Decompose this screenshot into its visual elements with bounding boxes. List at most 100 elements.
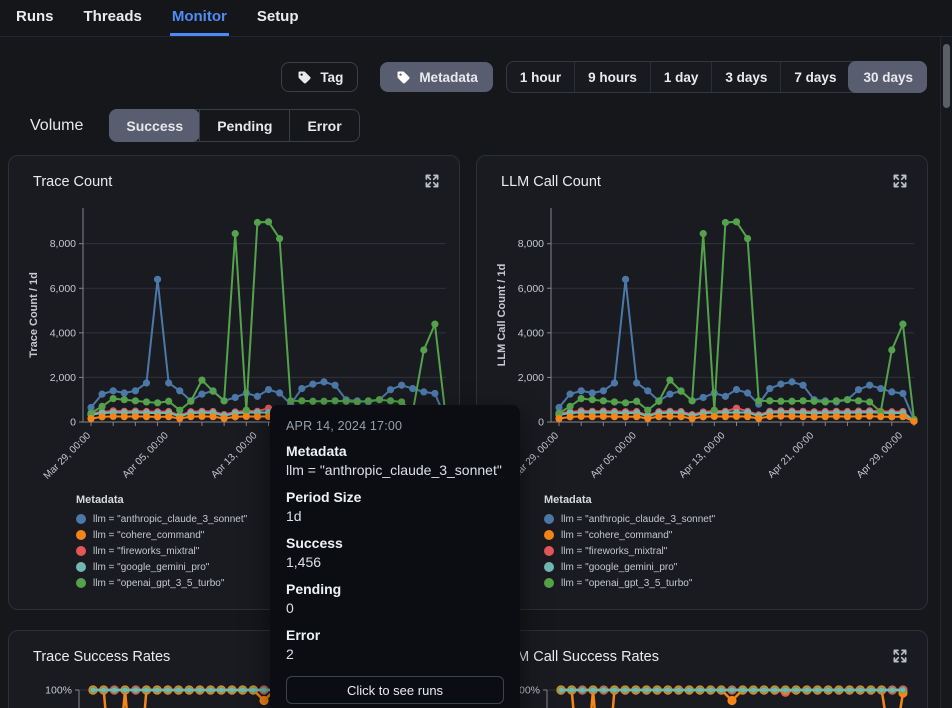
legend-item: llm = "anthropic_claude_3_sonnet" [544, 511, 715, 527]
series-dot [544, 562, 554, 572]
legend-label: llm = "google_gemini_pro" [561, 561, 678, 573]
tab-setup[interactable]: Setup [256, 8, 299, 25]
tag-icon [296, 69, 312, 85]
series-dot [544, 530, 554, 540]
llm-call-count-card: LLM Call Count 0 2,000 4,000 6,000 8,000 Mar … [476, 155, 928, 610]
tooltip-section-label: Pending [286, 581, 342, 597]
time-range-9-hours[interactable]: 9 hours [574, 62, 650, 92]
time-range-1-hour[interactable]: 1 hour [519, 69, 562, 85]
svg-text:Apr 21, 00:00: Apr 21, 00:00 [766, 430, 817, 481]
chart-legend: Metadata llm = "anthropic_claude_3_sonne… [544, 494, 715, 591]
tag-filter-label: Tag [320, 69, 344, 85]
svg-text:8,000: 8,000 [518, 238, 544, 250]
svg-text:Apr 13, 00:00: Apr 13, 00:00 [209, 430, 260, 481]
metadata-tag-icon [395, 69, 411, 85]
scrollbar-thumb[interactable] [943, 44, 950, 108]
llm-call-success-rates-title: LLM Call Success Rates [501, 649, 659, 665]
tooltip-section: Metadata llm = "anthropic_claude_3_sonne… [286, 442, 504, 480]
legend-label: llm = "cohere_command" [561, 529, 673, 541]
legend-item: llm = "cohere_command" [544, 527, 715, 543]
expand-icon [893, 649, 907, 663]
tab-monitor[interactable]: Monitor [169, 0, 229, 36]
tooltip-date: APR 14, 2024 17:00 [286, 419, 403, 433]
top-navbar: Runs Threads Monitor Setup [0, 0, 952, 37]
see-runs-button[interactable]: Click to see runs [286, 676, 504, 704]
volume-status-segmented-control: Success Pending Error [109, 109, 360, 142]
legend-item: llm = "anthropic_claude_3_sonnet" [76, 511, 247, 527]
time-range-3-days[interactable]: 3 days [711, 62, 780, 92]
segment-error[interactable]: Error [289, 110, 358, 141]
tooltip-section: Error 2 [286, 626, 504, 664]
svg-text:Apr 29, 00:00: Apr 29, 00:00 [855, 430, 906, 481]
svg-text:Trace Count / 1d: Trace Count / 1d [28, 272, 40, 358]
segment-success[interactable]: Success [109, 109, 201, 142]
legend-label: llm = "openai_gpt_3_5_turbo" [93, 577, 225, 589]
filter-row: Tag Metadata 1 hour 9 hours 1 day 3 days… [281, 61, 927, 93]
metadata-filter-label: Metadata [419, 69, 478, 85]
legend-item: llm = "fireworks_mixtral" [76, 543, 247, 559]
legend-title: Metadata [76, 494, 124, 506]
llm-call-success-rates-card: LLM Call Success Rates 100% [476, 630, 928, 708]
tooltip-section-value: llm = "anthropic_claude_3_sonnet" [286, 462, 502, 478]
segment-pending[interactable]: Pending [199, 110, 289, 141]
legend-item: llm = "openai_gpt_3_5_turbo" [544, 575, 715, 591]
volume-section-label: Volume [30, 116, 84, 134]
expand-button[interactable] [891, 172, 909, 190]
legend-label: llm = "fireworks_mixtral" [561, 545, 668, 557]
tooltip-section-value: 0 [286, 600, 294, 616]
chart-legend: Metadata llm = "anthropic_claude_3_sonne… [76, 494, 247, 591]
svg-text:100%: 100% [45, 685, 72, 697]
tab-runs[interactable]: Runs [16, 8, 54, 25]
legend-item: llm = "google_gemini_pro" [544, 559, 715, 575]
svg-text:2,000: 2,000 [518, 372, 544, 384]
tag-filter-button[interactable]: Tag [281, 62, 359, 92]
tooltip-section-value: 1,456 [286, 554, 322, 570]
svg-text:LLM Call Count / 1d: LLM Call Count / 1d [496, 264, 508, 367]
time-range-7-days[interactable]: 7 days [780, 62, 849, 92]
svg-text:Apr 13, 00:00: Apr 13, 00:00 [677, 430, 728, 481]
trace-success-rates-title: Trace Success Rates [33, 649, 171, 665]
legend-label: llm = "google_gemini_pro" [93, 561, 210, 573]
series-dot [544, 514, 554, 524]
legend-label: llm = "anthropic_claude_3_sonnet" [93, 513, 248, 525]
expand-icon [425, 174, 439, 188]
trace-count-card: Trace Count 0 2,000 4,000 6,000 8,000 Mar 29,… [8, 155, 460, 610]
legend-label: llm = "fireworks_mixtral" [93, 545, 200, 557]
time-range-30-days[interactable]: 30 days [848, 61, 927, 93]
series-dot [76, 546, 86, 556]
tooltip-section-label: Error [286, 627, 321, 643]
tooltip-section-label: Success [286, 535, 343, 551]
trace-count-title: Trace Count [33, 174, 113, 190]
legend-item: llm = "google_gemini_pro" [76, 559, 247, 575]
time-range-1-day[interactable]: 1 day [649, 62, 712, 92]
scrollbar [940, 37, 952, 708]
svg-text:0: 0 [538, 417, 544, 429]
svg-text:8,000: 8,000 [50, 238, 76, 250]
tooltip-section-value: 2 [286, 646, 294, 662]
svg-text:4,000: 4,000 [518, 327, 544, 339]
tooltip-section-value: 1d [286, 508, 302, 524]
trace-count-chart[interactable]: 0 2,000 4,000 6,000 8,000 Mar 29, 00:00 Apr 05… [9, 201, 461, 493]
tooltip-section-label: Metadata [286, 443, 347, 459]
tab-threads[interactable]: Threads [83, 8, 142, 25]
legend-item: llm = "openai_gpt_3_5_turbo" [76, 575, 247, 591]
metadata-filter-button[interactable]: Metadata [380, 62, 493, 92]
expand-button[interactable] [891, 647, 909, 665]
svg-text:0: 0 [70, 417, 76, 429]
tooltip-section: Period Size 1d [286, 488, 504, 526]
legend-title: Metadata [544, 494, 592, 506]
svg-text:Apr 05, 00:00: Apr 05, 00:00 [121, 430, 172, 481]
legend-label: llm = "cohere_command" [93, 529, 205, 541]
svg-text:6,000: 6,000 [50, 283, 76, 295]
legend-item: llm = "cohere_command" [76, 527, 247, 543]
expand-button[interactable] [423, 172, 441, 190]
legend-label: llm = "anthropic_claude_3_sonnet" [561, 513, 716, 525]
llm-call-success-rates-chart[interactable]: 100% [477, 673, 929, 708]
svg-text:Mar 29, 00:00: Mar 29, 00:00 [42, 430, 94, 482]
series-dot [544, 546, 554, 556]
svg-text:Apr 05, 00:00: Apr 05, 00:00 [589, 430, 640, 481]
llm-call-count-title: LLM Call Count [501, 174, 601, 190]
series-dot [76, 530, 86, 540]
